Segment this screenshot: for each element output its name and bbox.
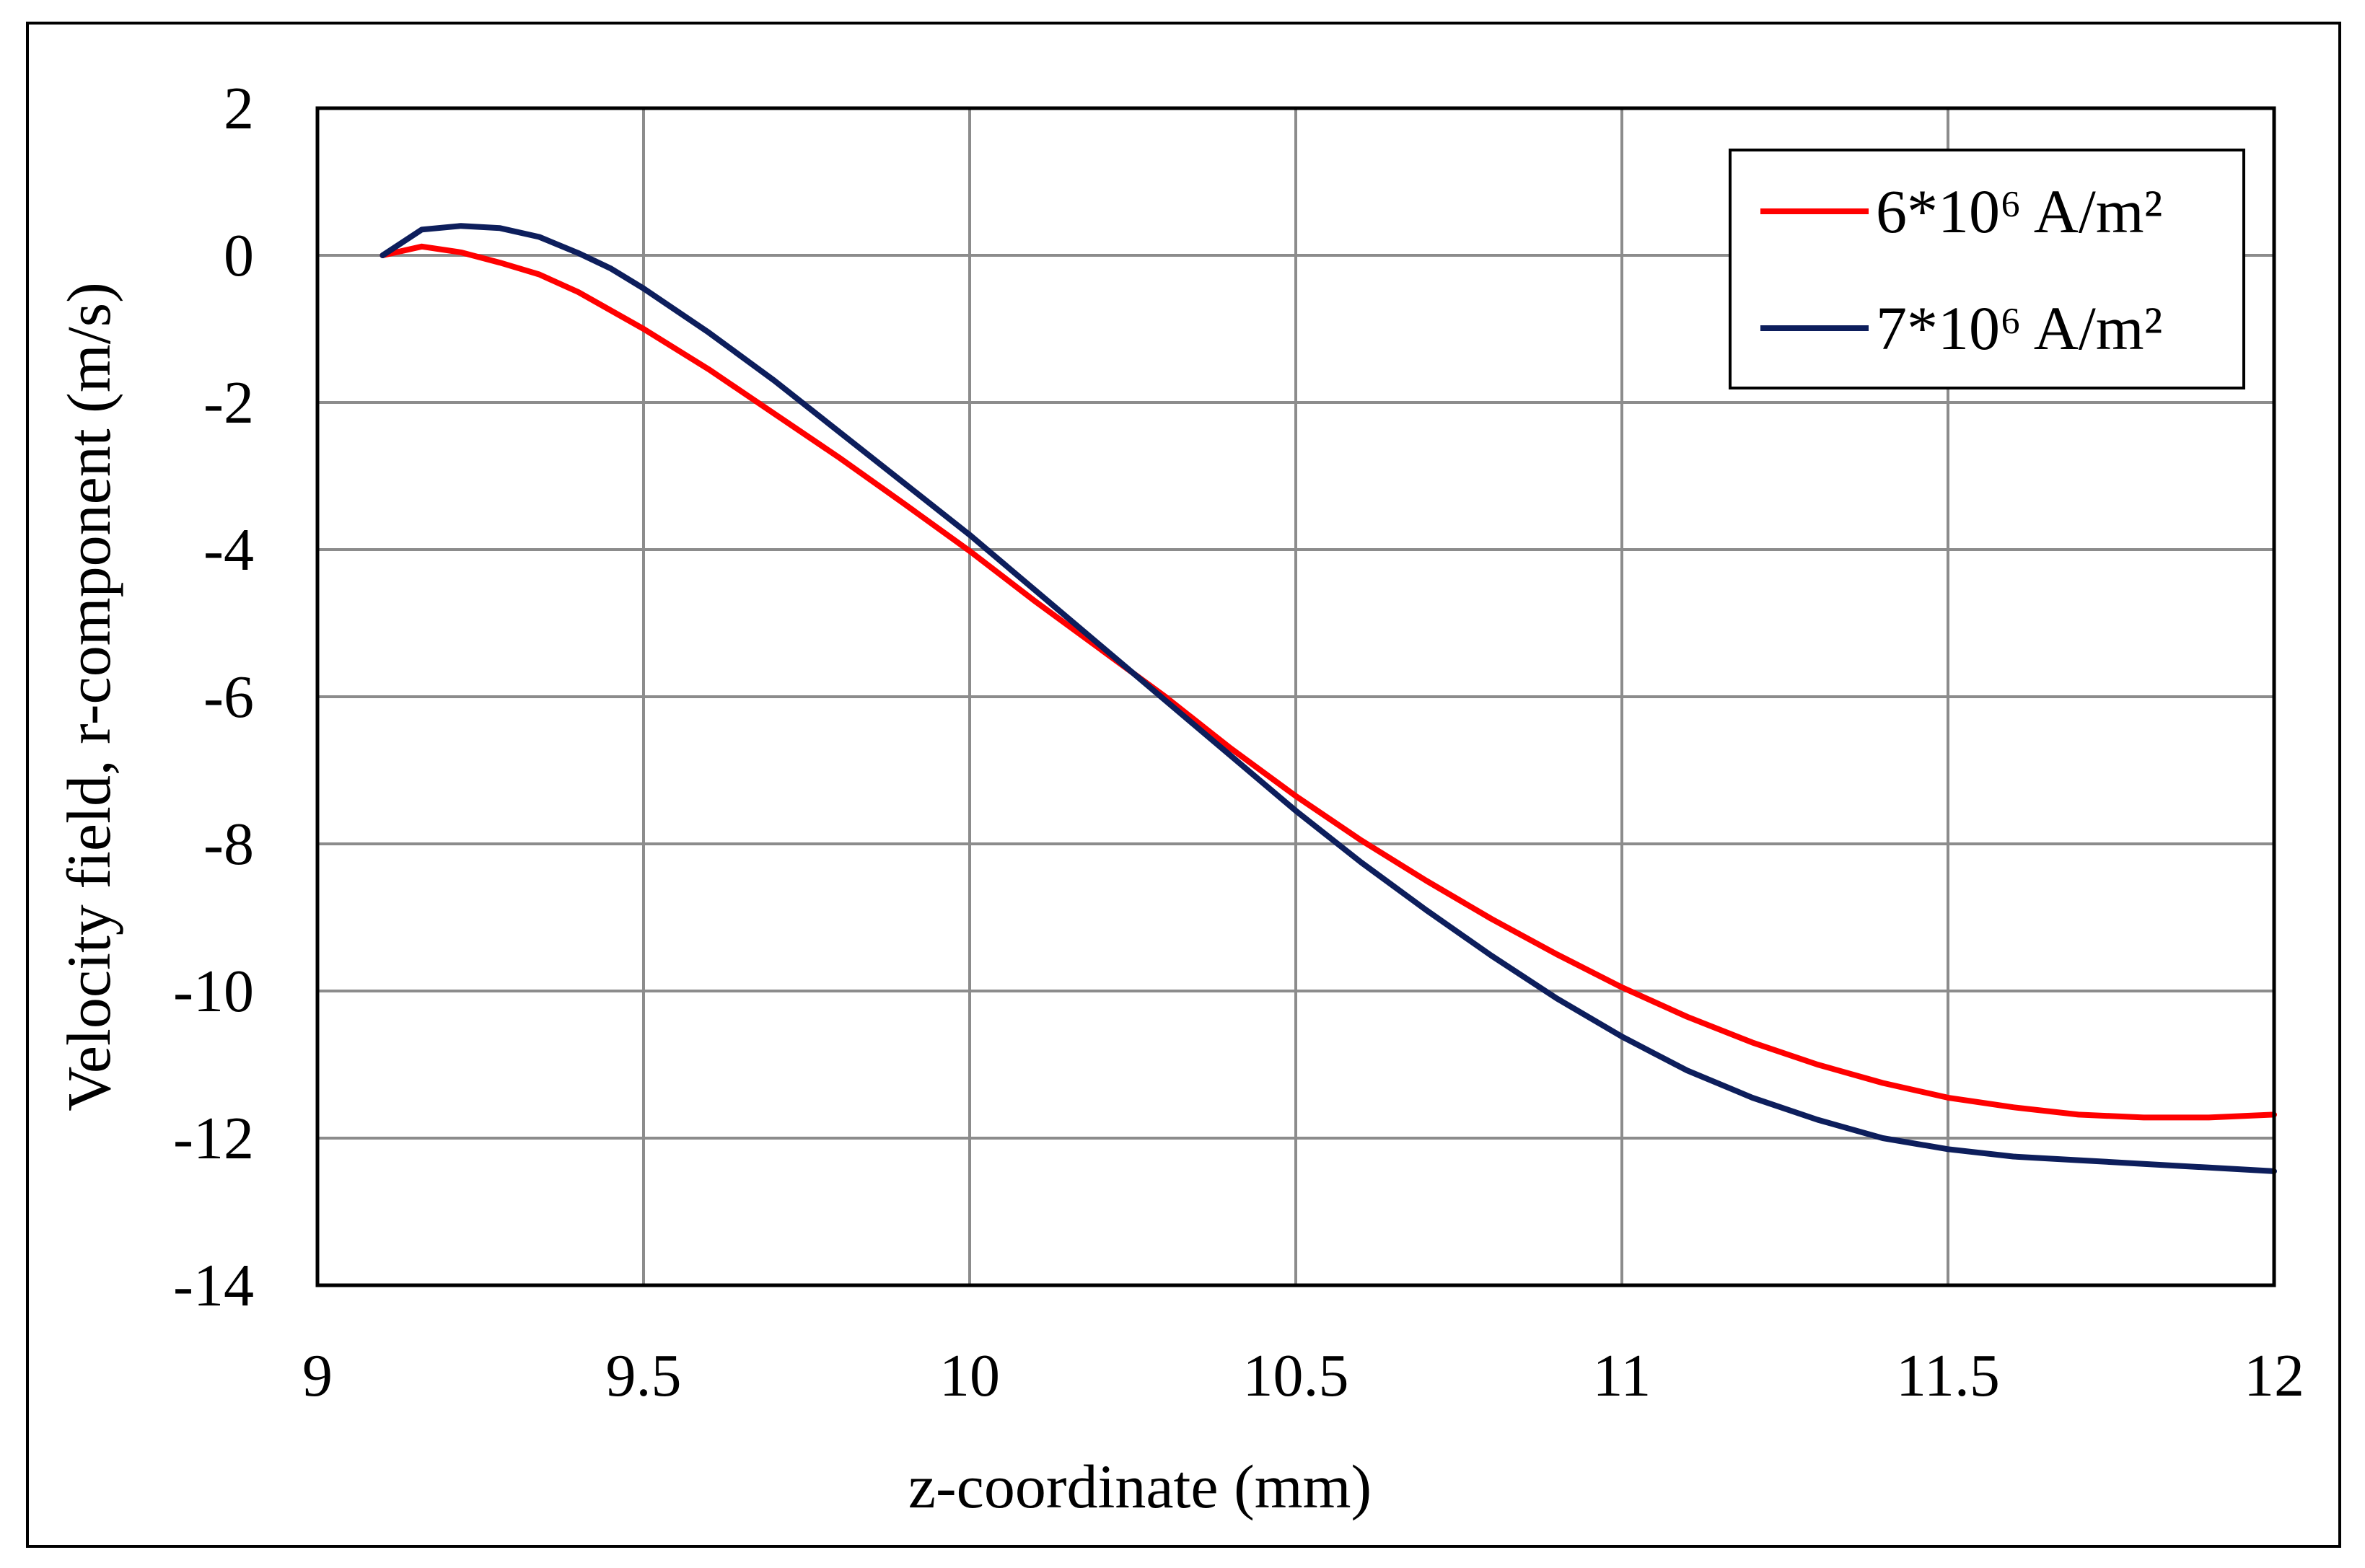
x-tick-label: 11	[1593, 1342, 1651, 1409]
legend-box	[1729, 149, 2245, 389]
legend: 6*10⁶ A/m² 7*10⁶ A/m²	[1729, 149, 2245, 389]
series-lines	[379, 223, 2277, 1174]
legend-label-7e6: 7*10⁶ A/m²	[1876, 294, 2162, 363]
x-tick-label: 10	[939, 1342, 1000, 1409]
series-line-7e6	[379, 223, 2277, 1174]
x-tick-label: 10.5	[1243, 1342, 1349, 1409]
x-tick-label: 9	[302, 1342, 333, 1409]
x-axis-title: z-coordinate (mm)	[908, 1452, 1372, 1521]
y-tick-label: -14	[173, 1252, 254, 1319]
y-tick-label: -10	[173, 958, 254, 1025]
y-tick-label: -12	[173, 1105, 254, 1172]
x-tick-label: 12	[2244, 1342, 2304, 1409]
y-tick-label: -4	[203, 516, 254, 583]
outer-frame	[26, 22, 2341, 1548]
x-tick-label: 9.5	[606, 1342, 682, 1409]
x-tick-label: 11.5	[1896, 1342, 2000, 1409]
y-axis-title: Velocity field, r-component (m/s)	[54, 282, 123, 1111]
y-tick-label: -6	[203, 664, 254, 731]
legend-label-6e6: 6*10⁶ A/m²	[1876, 177, 2162, 246]
y-tick-label: -8	[203, 811, 254, 878]
y-tick-label: -2	[203, 369, 254, 436]
y-tick-label: 2	[224, 75, 254, 142]
y-tick-label: 0	[224, 222, 254, 289]
y-axis-ticks: 2 0 -2 -4 -6 -8 -10 -12 -14	[173, 75, 254, 1319]
x-axis-ticks: 9 9.5 10 10.5 11 11.5 12	[302, 1342, 2304, 1409]
series-line-6e6	[379, 243, 2277, 1121]
plot-area-border	[315, 106, 2276, 1287]
